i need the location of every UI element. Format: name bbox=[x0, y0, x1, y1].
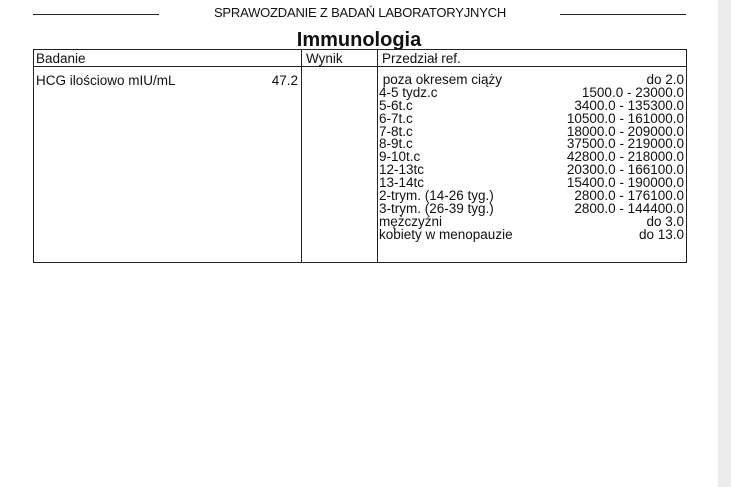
reference-range-row: mężczyźni do 3.0 bbox=[379, 215, 684, 228]
column-header-test: Badanie bbox=[36, 51, 86, 66]
reference-range-row: 12-13tc 20300.0 - 166100.0 bbox=[379, 163, 684, 176]
section-title: Immunologia bbox=[296, 29, 422, 51]
range-value: do 13.0 bbox=[638, 226, 684, 242]
range-value: 20300.0 - 166100.0 bbox=[566, 162, 684, 178]
range-label: 6-7t.c bbox=[379, 110, 413, 126]
range-label: 4-5 tydz.c bbox=[379, 84, 438, 100]
range-value: do 2.0 bbox=[646, 72, 684, 87]
reference-range-row: 5-6t.c 3400.0 - 135300.0 bbox=[379, 99, 684, 112]
range-label: 2-trym. (14-26 tyg.) bbox=[379, 188, 494, 204]
column-divider bbox=[377, 50, 378, 262]
range-label: mężczyźni bbox=[379, 213, 443, 229]
reference-range-row: 7-8t.c 18000.0 - 209000.0 bbox=[379, 123, 684, 139]
range-label: 13-14tc bbox=[379, 175, 425, 191]
range-label: 5-6t.c bbox=[379, 97, 413, 113]
range-label: 3-trym. (26-39 tyg.) bbox=[379, 200, 494, 216]
column-divider bbox=[301, 50, 302, 262]
range-value: 2800.0 - 144400.0 bbox=[574, 200, 684, 216]
table-header-row: Badanie Wynik Przedział ref. bbox=[34, 50, 686, 67]
column-header-range: Przedział ref. bbox=[382, 51, 461, 66]
reference-range-row: kobiety w menopauzie do 13.0 bbox=[379, 226, 684, 242]
range-label: 8-9t.c bbox=[379, 136, 413, 152]
reference-ranges: poza okresem ciąży do 2.0 4-5 tydz.c 1500.0… bbox=[379, 73, 684, 241]
range-value: 3400.0 - 135300.0 bbox=[574, 97, 684, 113]
reference-range-row: 13-14tc 15400.0 - 190000.0 bbox=[379, 176, 684, 189]
range-label: 9-10t.c bbox=[379, 149, 421, 165]
reference-range-row: 8-9t.c 37500.0 - 219000.0 bbox=[379, 137, 684, 150]
range-value: 37500.0 - 219000.0 bbox=[566, 136, 684, 152]
test-result: 47.2 bbox=[271, 73, 298, 88]
reference-range-row: 6-7t.c 10500.0 - 161000.0 bbox=[379, 110, 684, 126]
range-value: 42800.0 - 218000.0 bbox=[566, 149, 684, 165]
header-rule-left bbox=[33, 14, 159, 15]
range-value: 18000.0 - 209000.0 bbox=[566, 123, 684, 139]
reference-range-row: 4-5 tydz.c 1500.0 - 23000.0 bbox=[379, 86, 684, 99]
reference-range-row: 2-trym. (14-26 tyg.) 2800.0 - 176100.0 bbox=[379, 189, 684, 202]
range-label: poza okresem ciąży bbox=[379, 72, 503, 87]
range-label: kobiety w menopauzie bbox=[379, 226, 513, 242]
scrollbar-track[interactable] bbox=[718, 0, 731, 487]
reference-range-row: 3-trym. (26-39 tyg.) 2800.0 - 144400.0 bbox=[379, 202, 684, 215]
range-value: 10500.0 - 161000.0 bbox=[566, 110, 684, 126]
results-table: Badanie Wynik Przedział ref. HCG ilościo… bbox=[33, 49, 687, 263]
range-value: 15400.0 - 190000.0 bbox=[566, 175, 684, 191]
range-label: 7-8t.c bbox=[379, 123, 413, 139]
range-value: do 3.0 bbox=[646, 213, 684, 229]
reference-range-row: poza okresem ciąży do 2.0 bbox=[379, 73, 684, 86]
header-rule-right bbox=[560, 14, 686, 15]
range-value: 2800.0 - 176100.0 bbox=[574, 188, 684, 204]
reference-range-row: 9-10t.c 42800.0 - 218000.0 bbox=[379, 150, 684, 163]
range-value: 1500.0 - 23000.0 bbox=[581, 84, 684, 100]
column-header-result: Wynik bbox=[306, 51, 343, 66]
test-name: HCG ilościowo mIU/mL bbox=[36, 73, 176, 88]
range-label: 12-13tc bbox=[379, 162, 425, 178]
report-header: SPRAWOZDANIE Z BADAŃ LABORATORYJNYCH bbox=[213, 5, 507, 20]
